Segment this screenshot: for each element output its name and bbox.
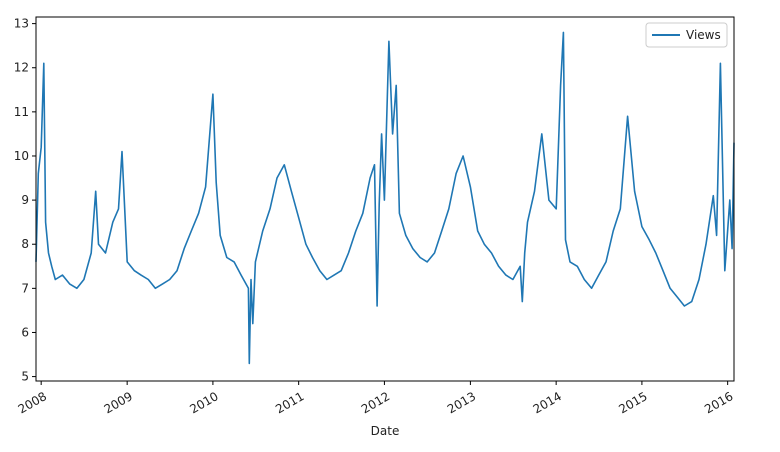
x-tick-label: 2012 [359,389,392,416]
plot-layer [35,31,735,365]
y-axis: 5 6 7 8 9 10 11 12 13 [14,17,36,384]
x-tick-label: 2011 [273,389,306,416]
y-tick-label: 6 [21,325,29,339]
x-tick-label: 2013 [445,389,478,416]
series-line-views [35,31,735,365]
x-tick-label: 2009 [102,389,135,416]
x-axis-label: Date [371,424,400,438]
x-tick-label: 2010 [187,389,220,416]
y-tick-label: 12 [14,61,29,75]
y-tick-label: 8 [21,237,29,251]
legend-box [645,22,728,48]
y-tick-label: 5 [21,370,29,384]
plot-frame [35,16,735,382]
x-tick-label: 2008 [16,389,49,416]
legend: Views [645,22,728,48]
legend-label-views: Views [686,28,721,42]
y-tick-label: 7 [21,281,29,295]
y-tick-label: 13 [14,17,29,31]
y-tick-label: 10 [14,149,29,163]
y-tick-label: 9 [21,193,29,207]
x-tick-label: 2016 [702,389,735,416]
x-axis: 2008 2009 2010 2011 2012 2013 2014 2015 2016 [16,381,736,416]
x-tick-label: 2015 [616,389,649,416]
y-tick-label: 11 [14,105,29,119]
x-tick-label: 2014 [531,389,564,416]
